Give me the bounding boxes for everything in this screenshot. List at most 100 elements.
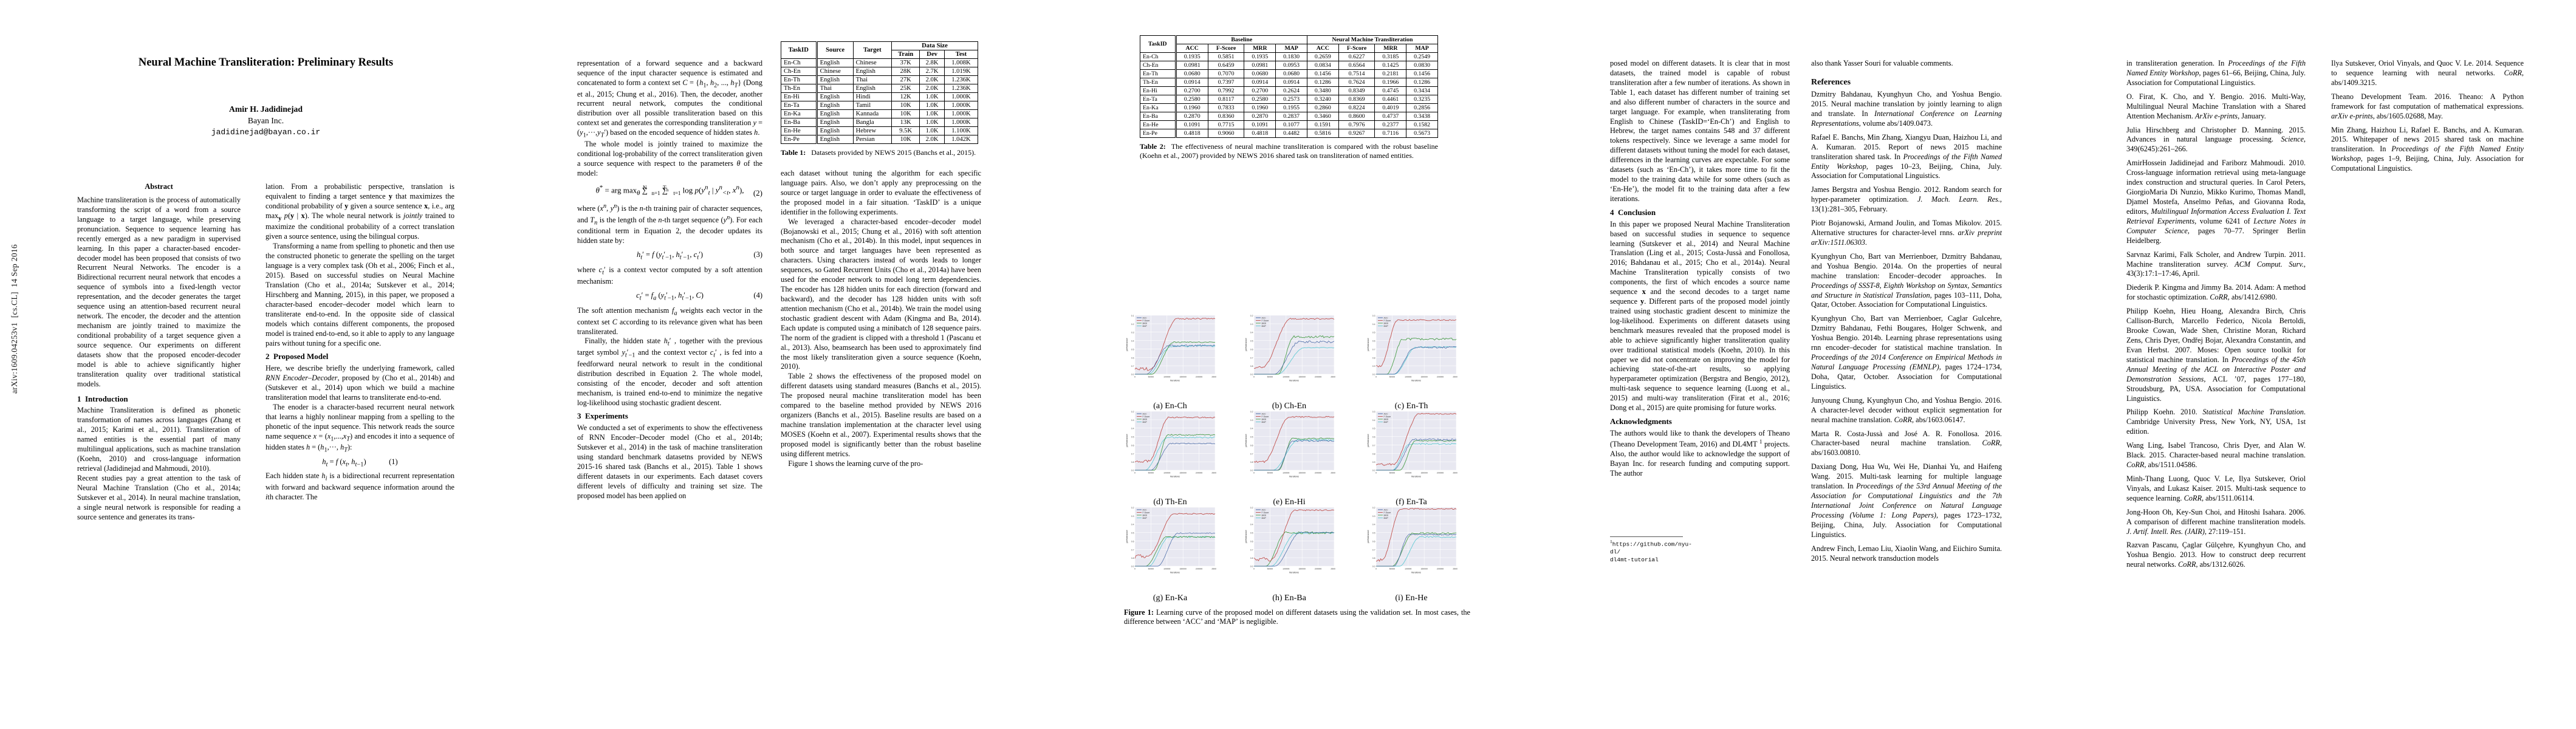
svg-text:F-Score: F-Score (1143, 512, 1150, 514)
svg-text:F-Score: F-Score (1143, 320, 1150, 322)
svg-text:0.5: 0.5 (1250, 532, 1253, 535)
svg-text:0.5: 0.5 (1372, 532, 1375, 535)
svg-text:0.3: 0.3 (1372, 411, 1375, 413)
svg-text:50000: 50000 (1148, 568, 1154, 570)
svg-text:ACC: ACC (1143, 508, 1148, 511)
svg-text:200000: 200000 (1196, 376, 1202, 378)
svg-text:250000: 250000 (1331, 472, 1335, 474)
svg-text:performance: performance (1126, 338, 1128, 351)
svg-text:0.0: 0.0 (1372, 566, 1375, 568)
svg-text:0.7: 0.7 (1131, 549, 1134, 551)
svg-text:0.2: 0.2 (1250, 411, 1253, 413)
svg-text:250000: 250000 (1211, 472, 1216, 474)
svg-text:0.4: 0.4 (1131, 524, 1134, 526)
svg-text:ACC: ACC (1384, 317, 1389, 319)
svg-text:Iterations: Iterations (1289, 476, 1299, 478)
svg-text:100000: 100000 (1405, 472, 1411, 474)
svg-text:0.0: 0.0 (1372, 470, 1375, 472)
svg-text:MRR: MRR (1262, 418, 1267, 420)
svg-text:ACC: ACC (1143, 317, 1148, 319)
svg-text:MAP: MAP (1262, 517, 1267, 519)
svg-text:F-Score: F-Score (1262, 512, 1269, 514)
svg-text:performance: performance (1245, 530, 1247, 542)
svg-text:50000: 50000 (1389, 376, 1396, 378)
svg-text:250000: 250000 (1453, 472, 1458, 474)
svg-text:0.2: 0.2 (1131, 411, 1134, 413)
svg-text:ACC: ACC (1384, 508, 1389, 511)
svg-text:0.5: 0.5 (1131, 532, 1134, 535)
svg-text:Iterations: Iterations (1411, 476, 1421, 478)
svg-text:0.1: 0.1 (1131, 315, 1134, 317)
svg-text:100000: 100000 (1163, 472, 1170, 474)
svg-text:0: 0 (1253, 472, 1255, 474)
svg-text:0.8: 0.8 (1250, 461, 1253, 464)
svg-text:250000: 250000 (1211, 376, 1216, 378)
svg-text:0.6: 0.6 (1131, 357, 1134, 359)
svg-text:50000: 50000 (1267, 568, 1273, 570)
svg-text:Iterations: Iterations (1289, 380, 1299, 382)
svg-text:ACC: ACC (1262, 508, 1267, 511)
svg-text:100000: 100000 (1283, 376, 1289, 378)
svg-text:100000: 100000 (1283, 568, 1289, 570)
svg-text:250000: 250000 (1331, 376, 1335, 378)
svg-text:0.2: 0.2 (1250, 315, 1253, 317)
svg-text:200000: 200000 (1196, 472, 1202, 474)
svg-text:0.3: 0.3 (1372, 315, 1375, 317)
svg-text:0.8: 0.8 (1131, 461, 1134, 464)
svg-text:0.7: 0.7 (1372, 549, 1375, 551)
svg-text:150000: 150000 (1299, 568, 1306, 570)
svg-text:MRR: MRR (1262, 322, 1267, 324)
svg-text:F-Score: F-Score (1384, 416, 1391, 418)
svg-text:150000: 150000 (1180, 376, 1187, 378)
svg-text:performance: performance (1245, 338, 1247, 351)
svg-text:250000: 250000 (1453, 568, 1458, 570)
svg-text:0.5: 0.5 (1250, 436, 1253, 439)
svg-text:200000: 200000 (1437, 376, 1444, 378)
svg-text:150000: 150000 (1299, 472, 1306, 474)
svg-text:0.0: 0.0 (1131, 470, 1134, 472)
svg-text:0.3: 0.3 (1131, 332, 1134, 334)
svg-text:MAP: MAP (1384, 325, 1389, 327)
svg-text:0.4: 0.4 (1250, 524, 1253, 526)
svg-text:0.8: 0.8 (1131, 557, 1134, 560)
svg-text:0.3: 0.3 (1372, 515, 1375, 518)
svg-text:50000: 50000 (1148, 376, 1154, 378)
svg-text:0.6: 0.6 (1372, 436, 1375, 439)
svg-text:150000: 150000 (1299, 376, 1306, 378)
svg-text:Iterations: Iterations (1411, 572, 1421, 574)
svg-text:0: 0 (1375, 568, 1377, 570)
svg-text:MAP: MAP (1143, 517, 1148, 519)
svg-text:250000: 250000 (1211, 568, 1216, 570)
svg-text:0.5: 0.5 (1131, 436, 1134, 439)
svg-text:0.4: 0.4 (1372, 419, 1375, 422)
svg-text:150000: 150000 (1421, 568, 1428, 570)
svg-text:0: 0 (1134, 568, 1136, 570)
svg-text:0.3: 0.3 (1250, 515, 1253, 518)
svg-text:0.7: 0.7 (1131, 453, 1134, 455)
svg-text:0: 0 (1253, 568, 1255, 570)
svg-text:MRR: MRR (1143, 514, 1148, 516)
svg-text:0.5: 0.5 (1250, 340, 1253, 343)
svg-text:0.0: 0.0 (1250, 566, 1253, 568)
svg-text:50000: 50000 (1267, 376, 1273, 378)
svg-text:ACC: ACC (1262, 317, 1267, 319)
svg-text:0.0: 0.0 (1250, 470, 1253, 472)
svg-text:0.0: 0.0 (1372, 374, 1375, 376)
svg-text:0.8: 0.8 (1250, 557, 1253, 560)
svg-text:Iterations: Iterations (1170, 380, 1180, 382)
svg-text:F-Score: F-Score (1262, 320, 1269, 322)
svg-text:100000: 100000 (1405, 376, 1411, 378)
svg-text:0.6: 0.6 (1131, 444, 1134, 447)
svg-text:0.6: 0.6 (1372, 540, 1375, 542)
svg-text:200000: 200000 (1315, 376, 1321, 378)
svg-text:0.7: 0.7 (1131, 365, 1134, 368)
svg-text:0.7: 0.7 (1250, 549, 1253, 551)
svg-text:Iterations: Iterations (1170, 476, 1180, 478)
svg-text:250000: 250000 (1331, 568, 1335, 570)
svg-text:0.3: 0.3 (1131, 419, 1134, 422)
svg-text:Iterations: Iterations (1289, 572, 1299, 574)
svg-text:F-Score: F-Score (1384, 320, 1391, 322)
svg-text:0.3: 0.3 (1131, 515, 1134, 518)
svg-text:200000: 200000 (1196, 568, 1202, 570)
svg-text:0.7: 0.7 (1372, 444, 1375, 447)
